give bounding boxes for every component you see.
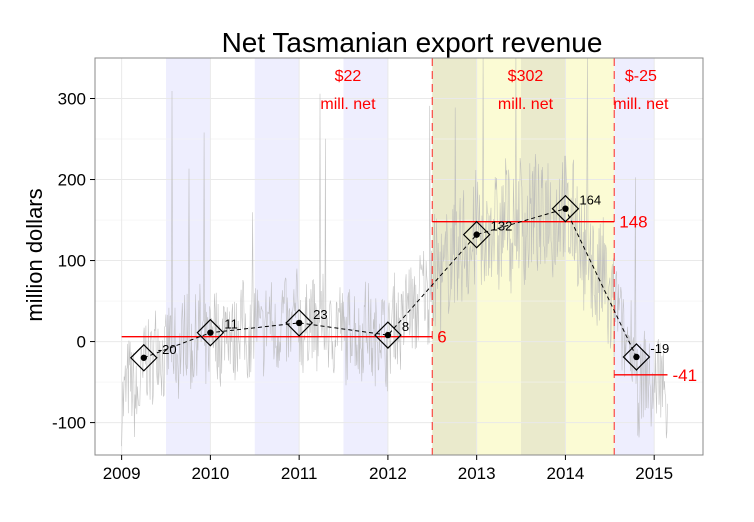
annual-point: [562, 205, 569, 212]
annual-value-label: 8: [402, 319, 409, 334]
annual-value-label: 164: [579, 193, 601, 208]
shaded-band: [343, 58, 388, 455]
shaded-band: [521, 58, 566, 455]
y-tick-label: 0: [77, 333, 86, 352]
annual-point: [473, 231, 480, 238]
period-total-label: $302: [508, 68, 544, 85]
x-tick-label: 2015: [635, 464, 673, 483]
shaded-band: [166, 58, 211, 455]
annual-value-label: 132: [491, 219, 513, 234]
shaded-band: [254, 58, 300, 455]
x-tick-label: 2012: [369, 464, 407, 483]
period-mean-label: 6: [437, 328, 446, 347]
annual-value-label: 23: [313, 307, 327, 322]
y-tick-label: -100: [52, 414, 86, 433]
plot-panel: 6 148 -41 $22 mill. net $302 mill. net $-25 mill…: [52, 57, 704, 483]
annual-point: [295, 319, 303, 327]
period-total-label: $-25: [625, 68, 657, 85]
annual-marker: [285, 309, 313, 337]
annual-value-label: -19: [650, 341, 669, 356]
annual-point: [207, 329, 214, 336]
annual-marker: [462, 220, 491, 249]
x-tick-label: 2014: [547, 464, 585, 483]
period-total-label: $22: [335, 68, 362, 85]
noise-series: [121, 57, 668, 447]
period-total-sublabel: mill. net: [320, 96, 376, 113]
annual-point: [633, 353, 640, 361]
shaded-band: [614, 58, 655, 455]
annual-marker: [374, 321, 402, 349]
x-tick-label: 2009: [103, 464, 141, 483]
x-tick-label: 2013: [458, 464, 496, 483]
chart-title: Net Tasmanian export revenue: [222, 27, 603, 58]
annual-value-label: 11: [224, 317, 238, 332]
y-tick-label: 200: [58, 171, 86, 190]
period-total-sublabel: mill. net: [498, 96, 554, 113]
y-tick-label: 100: [58, 252, 86, 271]
annual-point: [140, 354, 148, 361]
annual-marker: [196, 318, 225, 347]
y-tick-label: 300: [58, 90, 86, 109]
annual-marker: [622, 343, 651, 371]
annual-marker: [551, 194, 580, 223]
period-total-sublabel: mill. net: [613, 96, 669, 113]
x-tick-label: 2011: [281, 464, 318, 483]
annual-value-label: -20: [158, 342, 177, 357]
annual-point: [384, 331, 392, 339]
period-mean-label: 148: [619, 213, 647, 232]
period-mean-label: -41: [672, 366, 697, 385]
x-tick-label: 2010: [191, 464, 229, 483]
panel-border: [94, 57, 704, 456]
y-axis-label: million dollars: [22, 188, 47, 321]
annual-marker: [129, 343, 158, 372]
